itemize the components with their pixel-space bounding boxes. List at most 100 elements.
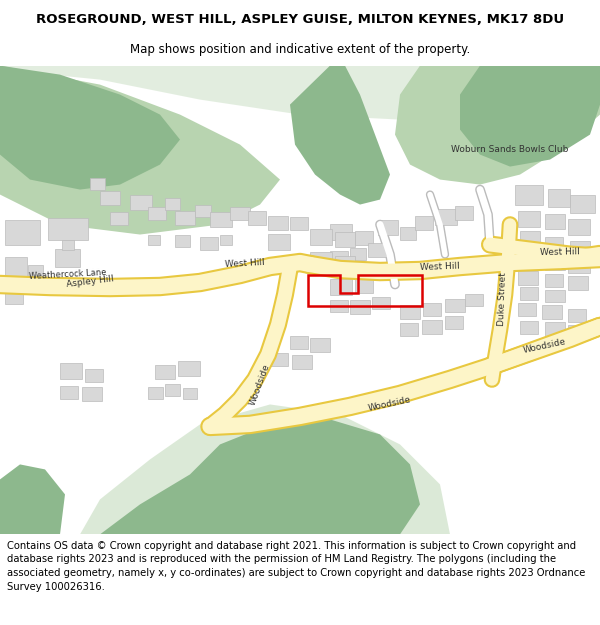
Bar (310, 339, 330, 352)
Bar (350, 248, 366, 259)
Bar (175, 211, 195, 224)
Text: West Hill: West Hill (420, 261, 460, 272)
Text: Weathercock Lane: Weathercock Lane (29, 268, 107, 281)
Bar (268, 216, 288, 229)
Bar (148, 206, 166, 219)
Bar (400, 324, 418, 336)
Bar (82, 388, 102, 401)
Bar (55, 249, 80, 266)
Bar (148, 388, 163, 399)
Bar (85, 369, 103, 382)
Text: ROSEGROUND, WEST HILL, ASPLEY GUISE, MILTON KEYNES, MK17 8DU: ROSEGROUND, WEST HILL, ASPLEY GUISE, MIL… (36, 13, 564, 26)
Bar (422, 321, 442, 334)
Bar (568, 309, 586, 322)
Bar (5, 289, 23, 304)
Bar (400, 226, 416, 239)
Polygon shape (100, 419, 420, 534)
Bar (330, 251, 348, 264)
Text: Duke Street: Duke Street (497, 272, 508, 326)
Bar (268, 234, 290, 249)
Bar (515, 184, 543, 204)
Polygon shape (80, 404, 450, 534)
Bar (60, 364, 82, 379)
Bar (5, 256, 27, 276)
Bar (542, 306, 562, 319)
Bar (415, 216, 433, 229)
Bar (350, 301, 370, 314)
Text: Map shows position and indicative extent of the property.: Map shows position and indicative extent… (130, 43, 470, 56)
Bar (465, 294, 483, 306)
Bar (155, 366, 175, 379)
Bar (455, 206, 473, 219)
Bar (248, 211, 266, 224)
Bar (335, 256, 355, 269)
Text: West Hill: West Hill (225, 258, 265, 269)
Bar (520, 321, 538, 334)
Text: Aspley Hill: Aspley Hill (66, 274, 114, 289)
Bar (5, 219, 40, 244)
Bar (570, 194, 595, 213)
Bar (290, 336, 308, 349)
Polygon shape (0, 66, 600, 119)
Bar (110, 211, 128, 224)
Bar (520, 251, 538, 264)
Bar (548, 189, 570, 206)
Bar (178, 361, 200, 376)
Bar (368, 242, 388, 256)
Polygon shape (290, 66, 390, 204)
Polygon shape (0, 464, 65, 534)
Text: Woodside: Woodside (523, 338, 568, 356)
Bar (568, 258, 590, 272)
Bar (435, 209, 457, 224)
Bar (520, 286, 538, 299)
Text: West Hill: West Hill (540, 248, 580, 258)
Bar (335, 231, 355, 246)
Bar (330, 299, 348, 312)
Bar (518, 211, 540, 226)
Text: Woodside: Woodside (368, 396, 412, 413)
Bar (210, 211, 232, 226)
Bar (230, 206, 250, 219)
Bar (28, 264, 43, 276)
Bar (518, 304, 536, 316)
Bar (200, 236, 218, 249)
Text: Woburn Sands Bowls Club: Woburn Sands Bowls Club (451, 145, 569, 154)
Bar (60, 386, 78, 399)
Bar (165, 198, 180, 209)
Bar (355, 279, 373, 292)
Bar (220, 234, 232, 244)
Bar (400, 306, 420, 319)
Bar (195, 204, 211, 216)
Bar (330, 279, 352, 294)
Bar (568, 219, 590, 234)
Bar (568, 326, 586, 339)
Bar (183, 389, 197, 399)
Bar (310, 251, 332, 266)
Bar (518, 271, 538, 284)
Bar (372, 296, 390, 309)
Bar (355, 231, 373, 244)
Bar (568, 276, 588, 289)
Bar (310, 229, 332, 244)
Bar (290, 216, 308, 229)
Bar (545, 289, 565, 302)
Bar (570, 241, 590, 254)
Bar (292, 356, 312, 369)
Polygon shape (0, 66, 180, 189)
Bar (100, 191, 120, 204)
Bar (165, 384, 180, 396)
Polygon shape (395, 66, 600, 184)
Bar (175, 234, 190, 246)
Bar (545, 274, 563, 286)
Polygon shape (460, 66, 600, 167)
Text: Woodside: Woodside (248, 362, 272, 406)
Bar (62, 239, 74, 249)
Bar (545, 236, 563, 249)
Bar (48, 217, 88, 239)
Bar (330, 224, 352, 239)
Text: Contains OS data © Crown copyright and database right 2021. This information is : Contains OS data © Crown copyright and d… (7, 541, 586, 591)
Bar (423, 304, 441, 316)
Bar (148, 234, 160, 244)
Bar (545, 214, 565, 229)
Bar (545, 322, 565, 336)
